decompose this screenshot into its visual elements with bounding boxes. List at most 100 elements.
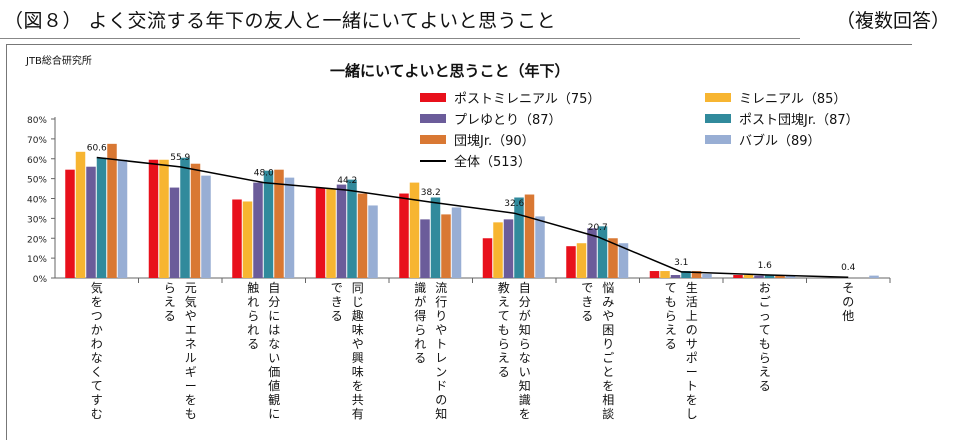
y-tick-label: 0% [33, 275, 48, 285]
x-category-label-char: ら [519, 337, 531, 351]
x-category-label-char: も [759, 337, 771, 351]
bar-pre-yutori [253, 182, 263, 278]
x-category-label-char: す [91, 393, 103, 407]
x-category-label-char: 悩 [602, 281, 614, 295]
x-category-label-char: 困 [602, 323, 614, 337]
x-category-label-char: を [352, 379, 364, 393]
x-category-label-char: 相 [602, 393, 614, 407]
bar-post-millennial [232, 199, 242, 278]
x-category-label-char: 味 [352, 323, 364, 337]
bar-dankai [441, 214, 451, 278]
x-category-label-char: か [91, 323, 103, 337]
figure-title: （図８） よく交流する年下の友人と一緒にいてよいと思うこと [4, 10, 556, 32]
x-category-label-char: 生 [686, 281, 698, 295]
x-category-label-char: を [185, 393, 197, 407]
x-category-label-char: も [185, 407, 197, 421]
x-category-label-char: は [268, 323, 280, 337]
x-category-label-char: 識 [414, 281, 426, 295]
x-category-label-char: 自 [519, 281, 531, 295]
x-category-label-char: 有 [352, 407, 364, 421]
bar-dankai [274, 169, 284, 278]
x-category-label-char: 興 [352, 351, 364, 365]
total-data-label: 55.9 [170, 153, 190, 163]
x-category-label-char: 観 [268, 393, 280, 407]
x-category-label-char: る [164, 309, 176, 323]
total-data-label: 44.2 [337, 176, 357, 186]
total-data-label: 3.1 [674, 258, 688, 268]
x-category-label-char: を [91, 295, 103, 309]
bar-millennial [576, 243, 587, 278]
x-category-label-char: ド [435, 379, 447, 393]
bar-pre-yutori [420, 219, 430, 278]
bar-bubble [201, 175, 211, 278]
x-category-label-char: の [686, 323, 698, 337]
chart-title: 一緒にいてよいと思うこと（年下） [330, 62, 570, 80]
x-category-label-char: き [331, 295, 343, 309]
x-category-label-char: 同 [352, 281, 364, 295]
x-category-label-char: じ [352, 295, 364, 309]
x-category-label-char: そ [842, 281, 854, 295]
x-category-label-char: る [414, 351, 426, 365]
x-category-label-char: い [519, 365, 531, 379]
x-category-label-char: ト [686, 379, 698, 393]
x-category-label-char: り [435, 309, 447, 323]
total-data-label: 60.6 [87, 144, 107, 154]
x-category-label-char: ネ [185, 337, 197, 351]
x-category-label-char: 趣 [352, 308, 364, 323]
x-category-label-char: る [331, 309, 343, 323]
bar-dankai [190, 163, 201, 278]
bar-bubble [535, 216, 545, 278]
bar-post-millennial [65, 169, 75, 278]
x-category-label-char: え [164, 295, 176, 309]
bar-post-millennial [566, 246, 576, 278]
bar-post-dankai [96, 157, 107, 278]
x-category-label-char: て [498, 309, 510, 323]
bar-millennial [409, 182, 420, 278]
bar-dankai [608, 238, 618, 278]
y-tick-label: 20% [27, 235, 47, 245]
x-category-label-char: く [91, 365, 103, 379]
bar-post-millennial [482, 238, 493, 278]
bar-bubble [117, 159, 128, 278]
y-tick-label: 40% [27, 196, 47, 206]
bar-pre-yutori [86, 166, 96, 278]
total-data-label: 20.7 [588, 223, 608, 233]
y-tick-label: 30% [27, 215, 47, 225]
x-category-label-char: 元 [185, 281, 197, 295]
x-category-label-char: え [665, 323, 677, 337]
x-category-label-char: む [91, 407, 103, 421]
bar-dankai [775, 275, 785, 278]
x-category-label-char: ン [435, 365, 447, 379]
total-data-label: 38.2 [421, 188, 441, 198]
bar-millennial [743, 275, 754, 278]
x-category-label-char: で [331, 281, 343, 295]
bar-post-dankai [180, 157, 190, 278]
x-category-label-char: み [602, 295, 614, 309]
bar-pre-yutori [336, 184, 347, 278]
x-category-label-char: 得 [414, 308, 426, 323]
x-category-label-char: 識 [519, 393, 531, 407]
x-category-label-char: っ [759, 309, 771, 323]
x-category-label-char: に [268, 309, 280, 323]
x-category-label-char: 気 [185, 294, 197, 309]
x-category-label-char: の [435, 393, 447, 407]
bar-bubble [284, 177, 295, 278]
total-data-label: 48.0 [254, 169, 274, 179]
bar-dankai [107, 143, 117, 278]
x-category-label-char: 味 [352, 365, 364, 379]
x-category-label-char: り [602, 337, 614, 351]
bar-millennial [660, 271, 670, 278]
x-category-label-char: る [247, 337, 259, 351]
bar-post-millennial [315, 187, 326, 278]
bar-post-dankai [681, 271, 691, 278]
bar-millennial [159, 159, 169, 278]
total-data-label: 1.6 [758, 261, 773, 271]
bar-dankai [524, 194, 535, 278]
x-category-label-char: や [352, 337, 364, 351]
bar-bubble [702, 274, 712, 278]
x-category-label-char: 価 [268, 365, 280, 379]
x-category-label-char: 活 [686, 295, 698, 309]
bar-post-dankai [597, 226, 608, 278]
y-tick-label: 70% [27, 136, 47, 146]
